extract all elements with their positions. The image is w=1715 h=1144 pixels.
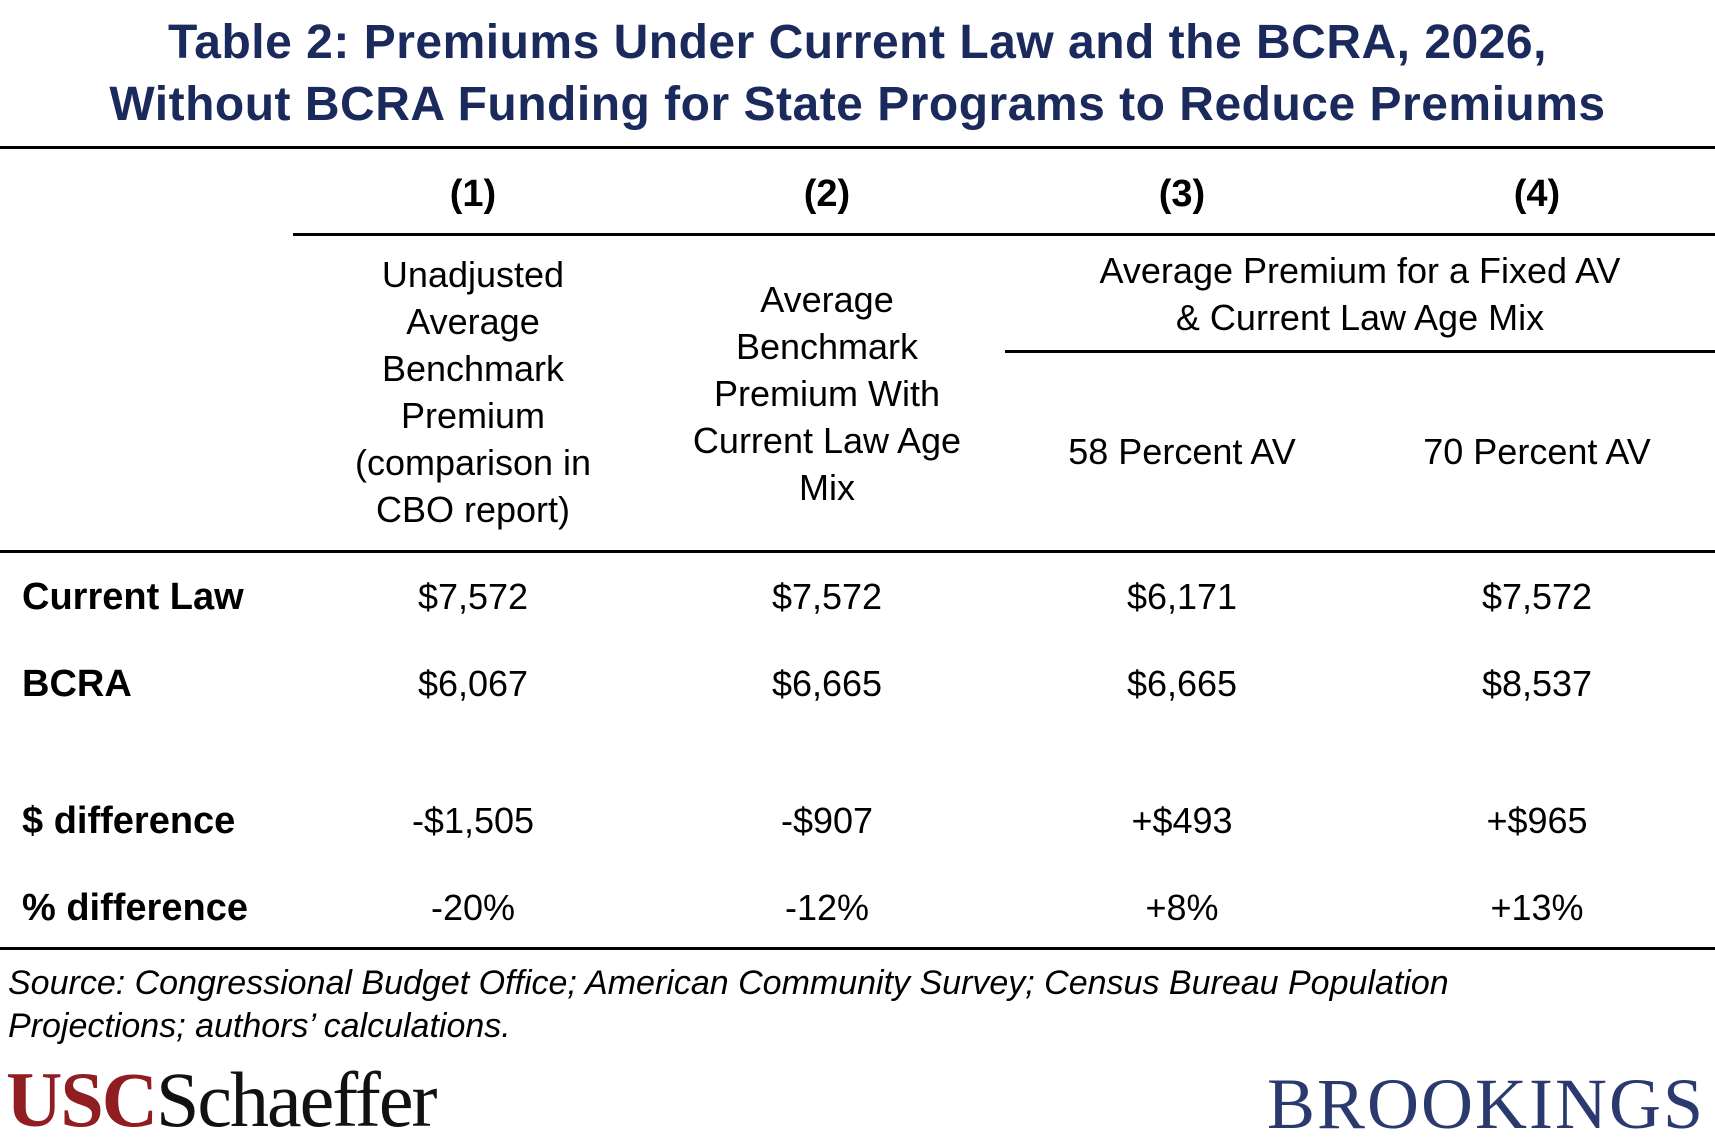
cell-bcra-col3: $6,665 bbox=[1126, 663, 1238, 704]
top-rule bbox=[0, 146, 1715, 149]
source-note: Source: Congressional Budget Office; Ame… bbox=[8, 962, 1658, 1048]
source-line-2: Projections; authors’ calculations. bbox=[8, 1007, 511, 1045]
table-bottom-rule bbox=[0, 947, 1715, 950]
row-label-bcra: BCRA bbox=[22, 663, 132, 705]
header-line: Unadjusted bbox=[381, 254, 565, 295]
title-line-2: Without BCRA Funding for State Programs … bbox=[109, 78, 1606, 131]
column-number-3: (3) bbox=[1158, 173, 1206, 215]
column-4-header: 70 Percent AV bbox=[1423, 431, 1651, 472]
cell-dollar-diff-col4: +$965 bbox=[1486, 800, 1588, 841]
cell-dollar-diff-col3: +$493 bbox=[1131, 800, 1233, 841]
header-line: Current Law Age bbox=[692, 420, 962, 461]
row-label-percent-difference: % difference bbox=[22, 887, 248, 929]
header-line: Average bbox=[406, 301, 540, 342]
cell-dollar-diff-col2: -$907 bbox=[780, 800, 874, 841]
header-line: Premium With bbox=[713, 373, 941, 414]
header-line: Benchmark bbox=[381, 348, 565, 389]
row-label-current-law: Current Law bbox=[22, 576, 244, 618]
cell-current-law-col4: $7,572 bbox=[1481, 576, 1593, 617]
source-line-1: Source: Congressional Budget Office; Ame… bbox=[8, 964, 1449, 1002]
header-line: Premium bbox=[400, 395, 546, 436]
header-line: Average bbox=[760, 279, 894, 320]
usc-schaeffer-logo: USCSchaeffer bbox=[6, 1060, 437, 1140]
column-3-header: 58 Percent AV bbox=[1068, 431, 1296, 472]
brookings-logo: BROOKINGS bbox=[1266, 1064, 1705, 1144]
column-number-1: (1) bbox=[449, 173, 497, 215]
column-number-4: (4) bbox=[1513, 173, 1561, 215]
group-header-rule bbox=[1005, 350, 1715, 353]
group-header-fixed-av: Average Premium for a Fixed AV & Current… bbox=[1010, 247, 1710, 341]
cell-pct-diff-col4: +13% bbox=[1490, 887, 1584, 928]
cell-current-law-col1: $7,572 bbox=[417, 576, 529, 617]
cell-bcra-col2: $6,665 bbox=[771, 663, 883, 704]
column-2-header: Average Benchmark Premium With Current L… bbox=[657, 276, 997, 511]
column-1-header: Unadjusted Average Benchmark Premium (co… bbox=[303, 251, 643, 533]
cell-current-law-col3: $6,171 bbox=[1126, 576, 1238, 617]
table-title: Table 2: Premiums Under Current Law and … bbox=[0, 12, 1715, 136]
cell-pct-diff-col2: -12% bbox=[784, 887, 870, 928]
cell-bcra-col4: $8,537 bbox=[1481, 663, 1593, 704]
cell-pct-diff-col3: +8% bbox=[1145, 887, 1219, 928]
row-label-dollar-difference: $ difference bbox=[22, 800, 236, 842]
column-number-2: (2) bbox=[803, 173, 851, 215]
cell-dollar-diff-col1: -$1,505 bbox=[411, 800, 535, 841]
header-line: Mix bbox=[799, 467, 855, 508]
cell-pct-diff-col1: -20% bbox=[430, 887, 516, 928]
header-bottom-rule bbox=[0, 550, 1715, 553]
cell-current-law-col2: $7,572 bbox=[771, 576, 883, 617]
cell-bcra-col1: $6,067 bbox=[417, 663, 529, 704]
schaeffer-logo-text: Schaeffer bbox=[156, 1056, 437, 1143]
usc-logo-text: USC bbox=[6, 1056, 158, 1143]
header-line: CBO report) bbox=[375, 489, 571, 530]
column-number-rule bbox=[293, 233, 1715, 236]
header-line: Benchmark bbox=[735, 326, 919, 367]
header-line: Average Premium for a Fixed AV bbox=[1099, 250, 1621, 291]
header-line: (comparison in bbox=[354, 442, 592, 483]
header-line: & Current Law Age Mix bbox=[1175, 297, 1545, 338]
title-line-1: Table 2: Premiums Under Current Law and … bbox=[168, 16, 1547, 69]
